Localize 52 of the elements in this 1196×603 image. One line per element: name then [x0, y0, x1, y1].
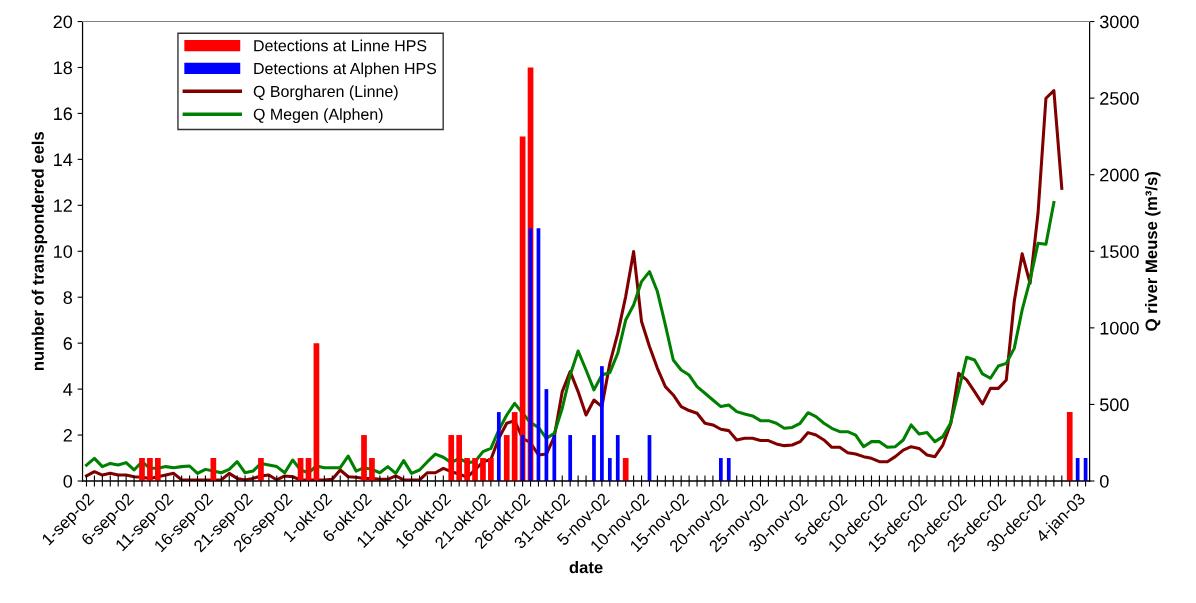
- legend-label: Detections at Alphen HPS: [254, 62, 437, 78]
- bar: [496, 412, 501, 482]
- bar: [488, 458, 494, 482]
- bar: [622, 458, 629, 482]
- y2-tick-label: 2000: [1100, 168, 1139, 182]
- y-tick-label: 6: [63, 337, 73, 350]
- y2-tick-label: 0: [1099, 474, 1109, 488]
- y-axis-title: number of transpondered eels: [31, 132, 48, 371]
- x-axis-title: date: [569, 561, 603, 574]
- y-tick-label: 12: [54, 199, 72, 212]
- bar: [718, 458, 723, 482]
- bar: [448, 435, 455, 482]
- y2-tick-label: 2500: [1100, 92, 1139, 105]
- legend-label: Q Megen (Alphen): [253, 108, 383, 124]
- y-tick-label: 4: [63, 383, 73, 396]
- bar: [139, 458, 145, 482]
- y-tick-label: 16: [54, 107, 73, 121]
- legend-label: Detections at Linne HPS: [254, 39, 427, 52]
- y-tick-label: 10: [54, 245, 73, 258]
- bar: [592, 435, 596, 482]
- bar: [600, 366, 604, 482]
- bar: [472, 458, 478, 482]
- y2-axis-title: Q river Meuse (m³/s): [1145, 171, 1161, 331]
- bar: [607, 458, 612, 482]
- bar: [726, 458, 731, 482]
- bar: [155, 458, 161, 482]
- bar: [456, 435, 463, 482]
- y-tick-label: 0: [63, 474, 73, 488]
- bar: [258, 458, 264, 482]
- y-tick-label: 18: [54, 61, 73, 75]
- bar: [1075, 458, 1080, 482]
- bar: [1066, 412, 1073, 482]
- line-series: [84, 201, 1056, 475]
- y2-tick-label: 3000: [1099, 15, 1139, 29]
- legend-label: Q Borgharen (Linne): [253, 85, 398, 101]
- bar: [568, 435, 573, 482]
- y-tick-label: 14: [54, 153, 73, 166]
- bar: [615, 435, 620, 482]
- y-tick-label: 8: [63, 291, 73, 304]
- bar: [369, 458, 375, 482]
- bar: [147, 458, 153, 482]
- y-tick-label: 2: [63, 429, 72, 442]
- bar: [361, 435, 367, 482]
- bar: [511, 412, 518, 482]
- y2-tick-label: 500: [1100, 398, 1129, 412]
- y-tick-label: 20: [53, 15, 73, 29]
- y2-tick-label: 1500: [1100, 245, 1139, 258]
- y2-tick-label: 1000: [1100, 321, 1139, 335]
- bar: [480, 458, 486, 482]
- bar: [503, 435, 510, 482]
- bar: [552, 435, 557, 482]
- bar: [464, 458, 470, 482]
